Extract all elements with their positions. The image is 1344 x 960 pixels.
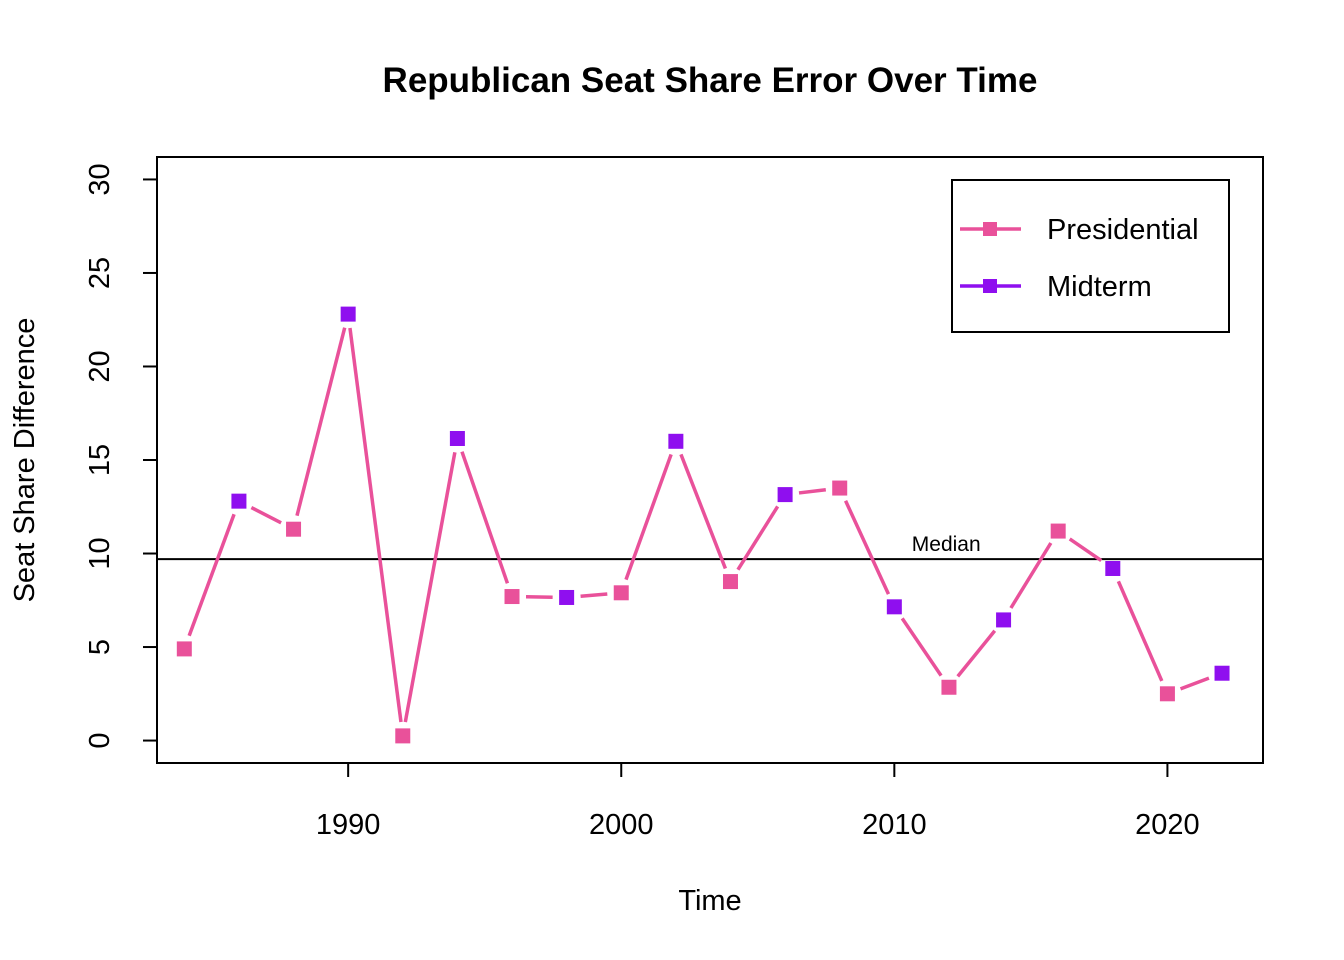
- legend-label-midterm: Midterm: [1047, 271, 1152, 303]
- median-label: Median: [912, 533, 981, 556]
- y-axis-label: Seat Share Difference: [9, 318, 41, 603]
- x-tick-label: 1990: [316, 809, 381, 841]
- series-line-segment: [1009, 542, 1053, 609]
- x-axis: 1990 2000 2010 2020: [316, 762, 1200, 841]
- series-line-segment: [348, 327, 403, 723]
- series-line-segment: [900, 617, 943, 677]
- series-line-segment: [580, 592, 608, 599]
- midterm-point: [231, 493, 247, 509]
- x-tick-label: 2000: [589, 809, 654, 841]
- y-tick-label: 20: [84, 350, 116, 382]
- presidential-point: [395, 728, 411, 744]
- series-line-segment: [679, 453, 728, 570]
- y-axis: 0 5 10 15 20 25 30: [84, 163, 158, 749]
- presidential-point: [722, 574, 738, 590]
- y-tick-label: 15: [84, 444, 116, 476]
- midterm-point: [668, 433, 684, 449]
- series-lines: [187, 327, 1210, 723]
- presidential-point: [176, 641, 192, 657]
- y-tick-label: 10: [84, 537, 116, 569]
- presidential-point: [941, 679, 957, 695]
- series-line-segment: [295, 327, 347, 517]
- series-line-segment: [250, 505, 282, 525]
- legend-box: [951, 179, 1230, 333]
- series-line-segment: [798, 487, 827, 495]
- presidential-point: [1050, 523, 1066, 539]
- series-line-segment: [460, 451, 510, 584]
- midterm-point: [449, 430, 465, 446]
- data-points: [176, 306, 1230, 744]
- series-line-segment: [1179, 676, 1210, 691]
- series-line-segment: [187, 513, 236, 637]
- midterm-point: [1214, 665, 1230, 681]
- midterm-point: [559, 589, 575, 605]
- median-line-group: Median: [157, 533, 1263, 561]
- x-tick-label: 2020: [1135, 809, 1200, 841]
- chart-title: Republican Seat Share Error Over Time: [383, 61, 1038, 100]
- series-line-segment: [1116, 580, 1164, 682]
- y-tick-label: 30: [84, 163, 116, 195]
- midterm-point: [340, 306, 356, 322]
- y-tick-label: 25: [84, 257, 116, 289]
- midterm-point: [1105, 560, 1121, 576]
- legend-items: Presidential Midterm: [960, 214, 1199, 303]
- presidential-point: [1159, 686, 1175, 702]
- series-line-segment: [624, 453, 673, 581]
- midterm-point: [886, 599, 902, 615]
- presidential-point: [613, 585, 629, 601]
- series-line-segment: [1068, 537, 1103, 563]
- legend-marker-presidential: [983, 222, 997, 236]
- series-line-segment: [736, 505, 780, 571]
- midterm-point: [777, 487, 793, 503]
- legend: Presidential Midterm: [951, 179, 1230, 333]
- midterm-point: [996, 612, 1012, 628]
- legend-label-presidential: Presidential: [1047, 214, 1199, 246]
- x-tick-label: 2010: [862, 809, 927, 841]
- series-line-segment: [843, 500, 891, 595]
- presidential-point: [286, 521, 302, 537]
- series-line-segment: [956, 629, 997, 678]
- x-axis-label: Time: [678, 885, 741, 917]
- legend-marker-midterm: [983, 279, 997, 293]
- presidential-point: [832, 480, 848, 496]
- series-line-segment: [403, 451, 457, 723]
- y-tick-label: 5: [84, 639, 116, 655]
- y-tick-label: 0: [84, 732, 116, 748]
- presidential-point: [504, 589, 520, 605]
